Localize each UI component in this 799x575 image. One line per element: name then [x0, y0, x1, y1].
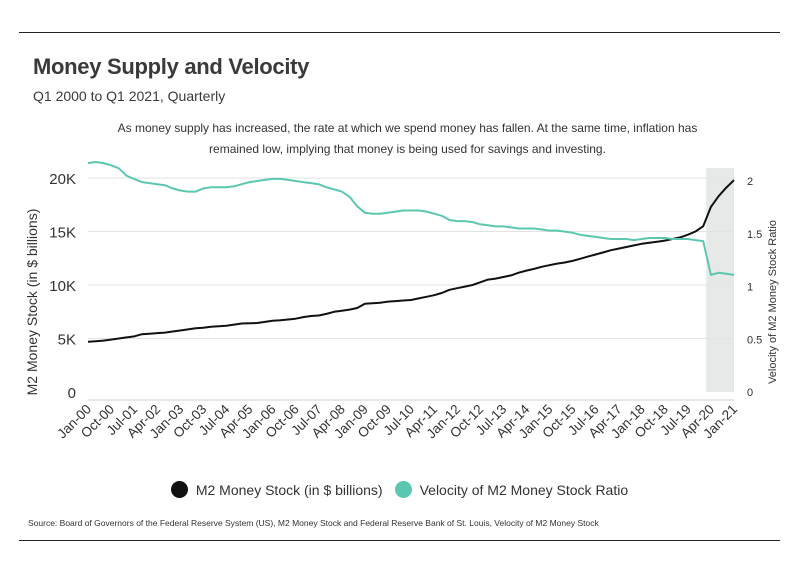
recession-shade: [706, 168, 734, 392]
legend-item-velocity: Velocity of M2 Money Stock Ratio: [394, 481, 629, 498]
series-lines: [87, 161, 735, 343]
legend-marker-m2: [170, 481, 188, 498]
y-tick-label: 20K: [49, 171, 76, 188]
y2-tick-label: 0: [747, 387, 753, 399]
y-axis-ticks: 20K 15K 10K 5K 0: [49, 171, 76, 402]
y-axis-label: M2 Money Stock (in $ billions): [24, 209, 40, 396]
source-note: Source: Board of Governors of the Federa…: [28, 518, 599, 528]
y2-tick-label: 2: [747, 176, 753, 188]
chart-annotation: As money supply has increased, the rate …: [117, 121, 698, 156]
line-chart: 20K 15K 10K 5K 0 2 1.5 1 0.5 0 Jan-00Oct-00Jul-0…: [24, 161, 779, 441]
bottom-rule: [19, 540, 780, 541]
legend-marker-velocity: [394, 481, 412, 498]
y2-axis-ticks: 2 1.5 1 0.5 0: [747, 176, 762, 399]
y-tick-label: 5K: [58, 332, 76, 349]
legend-label-m2: M2 Money Stock (in $ billions): [195, 481, 383, 498]
y2-tick-label: 1.5: [747, 229, 762, 241]
chart-title: Money Supply and Velocity: [33, 54, 310, 79]
chart-subtitle: Q1 2000 to Q1 2021, Quarterly: [33, 88, 226, 104]
chart-legend: M2 Money Stock (in $ billions) Velocity …: [0, 481, 799, 498]
legend-item-m2: M2 Money Stock (in $ billions): [170, 481, 383, 498]
series-line-m2: [87, 179, 735, 343]
top-rule: [19, 32, 780, 33]
x-axis-ticks: Jan-00Oct-00Jul-01Apr-02Jan-03Oct-03Jul-…: [54, 401, 740, 441]
y-tick-label: 15K: [49, 225, 76, 242]
y-tick-label: 10K: [49, 278, 76, 295]
series-line-velocity: [87, 161, 735, 276]
y2-tick-label: 1: [747, 282, 753, 294]
recession-shading-layer: [706, 168, 734, 392]
legend-label-velocity: Velocity of M2 Money Stock Ratio: [419, 481, 629, 498]
y2-axis-label: Velocity of M2 Money Stock Ratio: [767, 220, 779, 384]
y2-tick-label: 0.5: [747, 334, 762, 346]
y-tick-label: 0: [68, 385, 76, 402]
gridlines: [88, 177, 734, 401]
